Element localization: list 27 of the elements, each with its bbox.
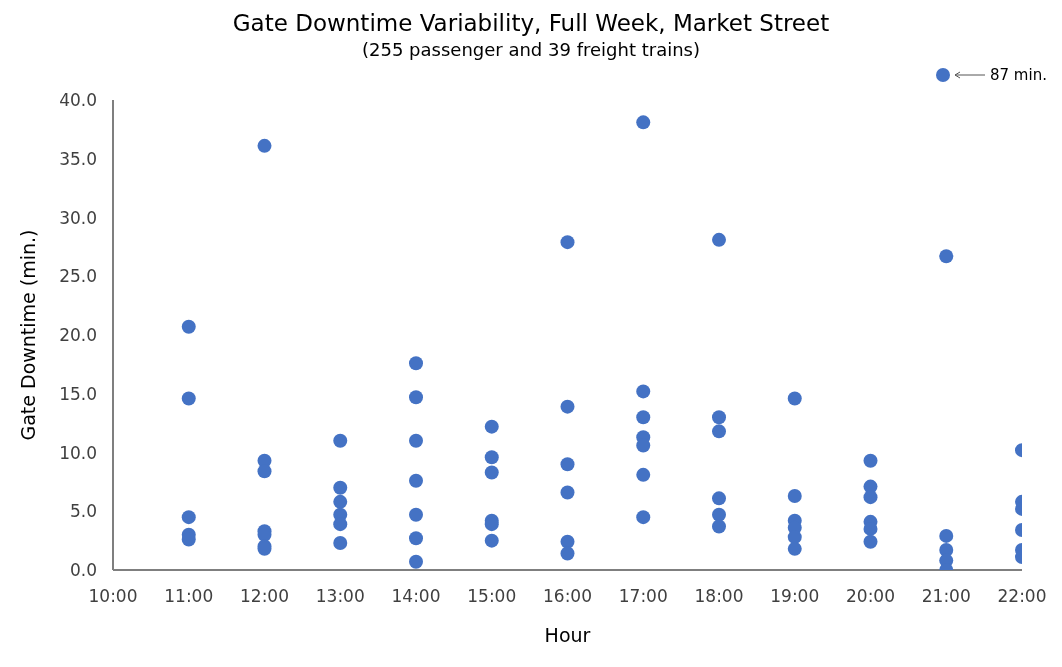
x-tick-label: 20:00 (846, 586, 895, 607)
x-tick-label: 22:00 (997, 586, 1047, 607)
y-axis-title: Gate Downtime (min.) (16, 229, 39, 441)
y-tick-label: 5.0 (69, 501, 97, 522)
y-tick-label: 15.0 (59, 383, 97, 404)
x-tick-label: 13:00 (315, 586, 365, 607)
chart-subtitle: (255 passenger and 39 freight trains) (361, 38, 701, 62)
y-tick-label: 40.0 (59, 90, 97, 111)
y-tick-label: 20.0 (59, 325, 97, 346)
x-tick-label: 18:00 (694, 586, 744, 607)
x-tick-label: 21:00 (921, 586, 971, 607)
y-tick-label: 25.0 (59, 266, 97, 287)
x-tick-label: 17:00 (618, 586, 668, 607)
y-tick-label: 30.0 (59, 207, 97, 228)
y-tick-label: 35.0 (59, 148, 97, 169)
x-tick-label: 10:00 (88, 586, 138, 607)
x-tick-label: 15:00 (467, 586, 517, 607)
x-tick-label: 11:00 (164, 586, 214, 607)
x-tick-label: 14:00 (391, 586, 441, 607)
x-tick-label: 19:00 (770, 586, 820, 607)
y-tick-label: 0.0 (69, 560, 97, 581)
x-tick-label: 12:00 (240, 586, 289, 607)
y-tick-label: 10.0 (59, 442, 97, 463)
x-tick-label: 16:00 (543, 586, 592, 607)
x-axis-title: Hour (544, 624, 591, 646)
chart-title: Gate Downtime Variability, Full Week, Market Street (231, 9, 831, 38)
text: 87 min. (990, 66, 1047, 84)
